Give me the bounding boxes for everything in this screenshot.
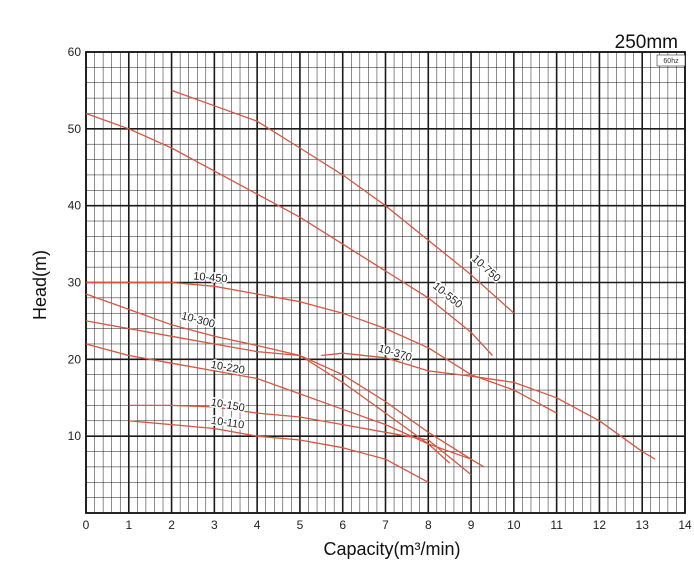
curve-10-550	[85, 112, 493, 356]
x-tick-label: 6	[339, 518, 346, 532]
x-tick-label: 1	[125, 518, 132, 532]
curves	[85, 89, 656, 483]
y-tick-label: 30	[68, 276, 82, 290]
curve-unlabeled-8	[128, 420, 429, 483]
chart-subtitle: 60hz	[663, 58, 679, 65]
x-tick-label: 7	[382, 518, 389, 532]
x-tick-label: 4	[254, 518, 261, 532]
curve-10-220	[85, 320, 472, 460]
x-tick-label: 10	[507, 518, 521, 532]
frequency-box	[656, 54, 686, 67]
x-tick-label: 2	[168, 518, 175, 532]
x-tick-label: 13	[636, 518, 650, 532]
x-tick-label: 3	[211, 518, 218, 532]
x-tick-label: 5	[297, 518, 304, 532]
curve-label-10-450: 10-450	[193, 270, 228, 285]
x-tick-label: 0	[83, 518, 90, 532]
y-axis-title: Head(m)	[30, 250, 50, 320]
y-tick-label: 20	[68, 352, 82, 366]
curve-10-370	[321, 352, 656, 460]
x-axis-title: Capacity(m³/min)	[323, 539, 460, 559]
y-tick-label: 40	[68, 199, 82, 213]
x-tick-label: 9	[468, 518, 475, 532]
major-grid	[85, 51, 686, 514]
curve-10-750	[171, 89, 515, 314]
chart-title: 250mm	[615, 32, 678, 53]
curve-10-450	[86, 281, 557, 414]
x-tick-label: 11	[550, 518, 563, 532]
y-tick-label: 50	[68, 122, 82, 136]
y-tick-label: 60	[68, 45, 82, 59]
x-tick-label: 12	[593, 518, 607, 532]
y-tick-label: 10	[68, 429, 82, 443]
x-tick-label: 14	[678, 518, 692, 532]
x-tick-label: 8	[425, 518, 432, 532]
curve-10-300	[85, 293, 451, 464]
curve-10-110	[128, 404, 472, 476]
curve-10-150	[85, 343, 485, 468]
